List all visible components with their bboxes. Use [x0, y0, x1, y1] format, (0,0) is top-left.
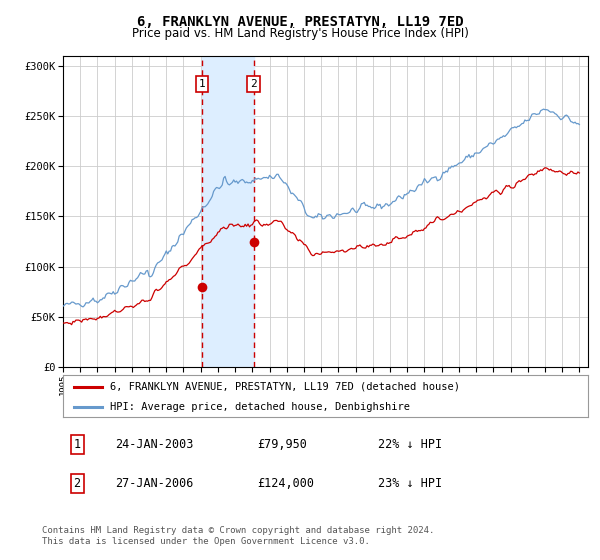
Text: 23% ↓ HPI: 23% ↓ HPI	[378, 477, 442, 490]
Text: 1: 1	[199, 79, 205, 89]
Text: 27-JAN-2006: 27-JAN-2006	[115, 477, 194, 490]
Text: HPI: Average price, detached house, Denbighshire: HPI: Average price, detached house, Denb…	[110, 402, 410, 412]
Bar	[202, 56, 254, 367]
Text: Price paid vs. HM Land Registry's House Price Index (HPI): Price paid vs. HM Land Registry's House …	[131, 27, 469, 40]
Text: 22% ↓ HPI: 22% ↓ HPI	[378, 438, 442, 451]
Text: 2: 2	[250, 79, 257, 89]
Text: 6, FRANKLYN AVENUE, PRESTATYN, LL19 7ED: 6, FRANKLYN AVENUE, PRESTATYN, LL19 7ED	[137, 15, 463, 29]
Text: 1: 1	[74, 438, 80, 451]
Text: £79,950: £79,950	[257, 438, 307, 451]
Text: 24-JAN-2003: 24-JAN-2003	[115, 438, 194, 451]
Text: Contains HM Land Registry data © Crown copyright and database right 2024.
This d: Contains HM Land Registry data © Crown c…	[42, 526, 434, 546]
Text: 2: 2	[74, 477, 80, 490]
Text: 6, FRANKLYN AVENUE, PRESTATYN, LL19 7ED (detached house): 6, FRANKLYN AVENUE, PRESTATYN, LL19 7ED …	[110, 381, 460, 391]
Text: £124,000: £124,000	[257, 477, 314, 490]
